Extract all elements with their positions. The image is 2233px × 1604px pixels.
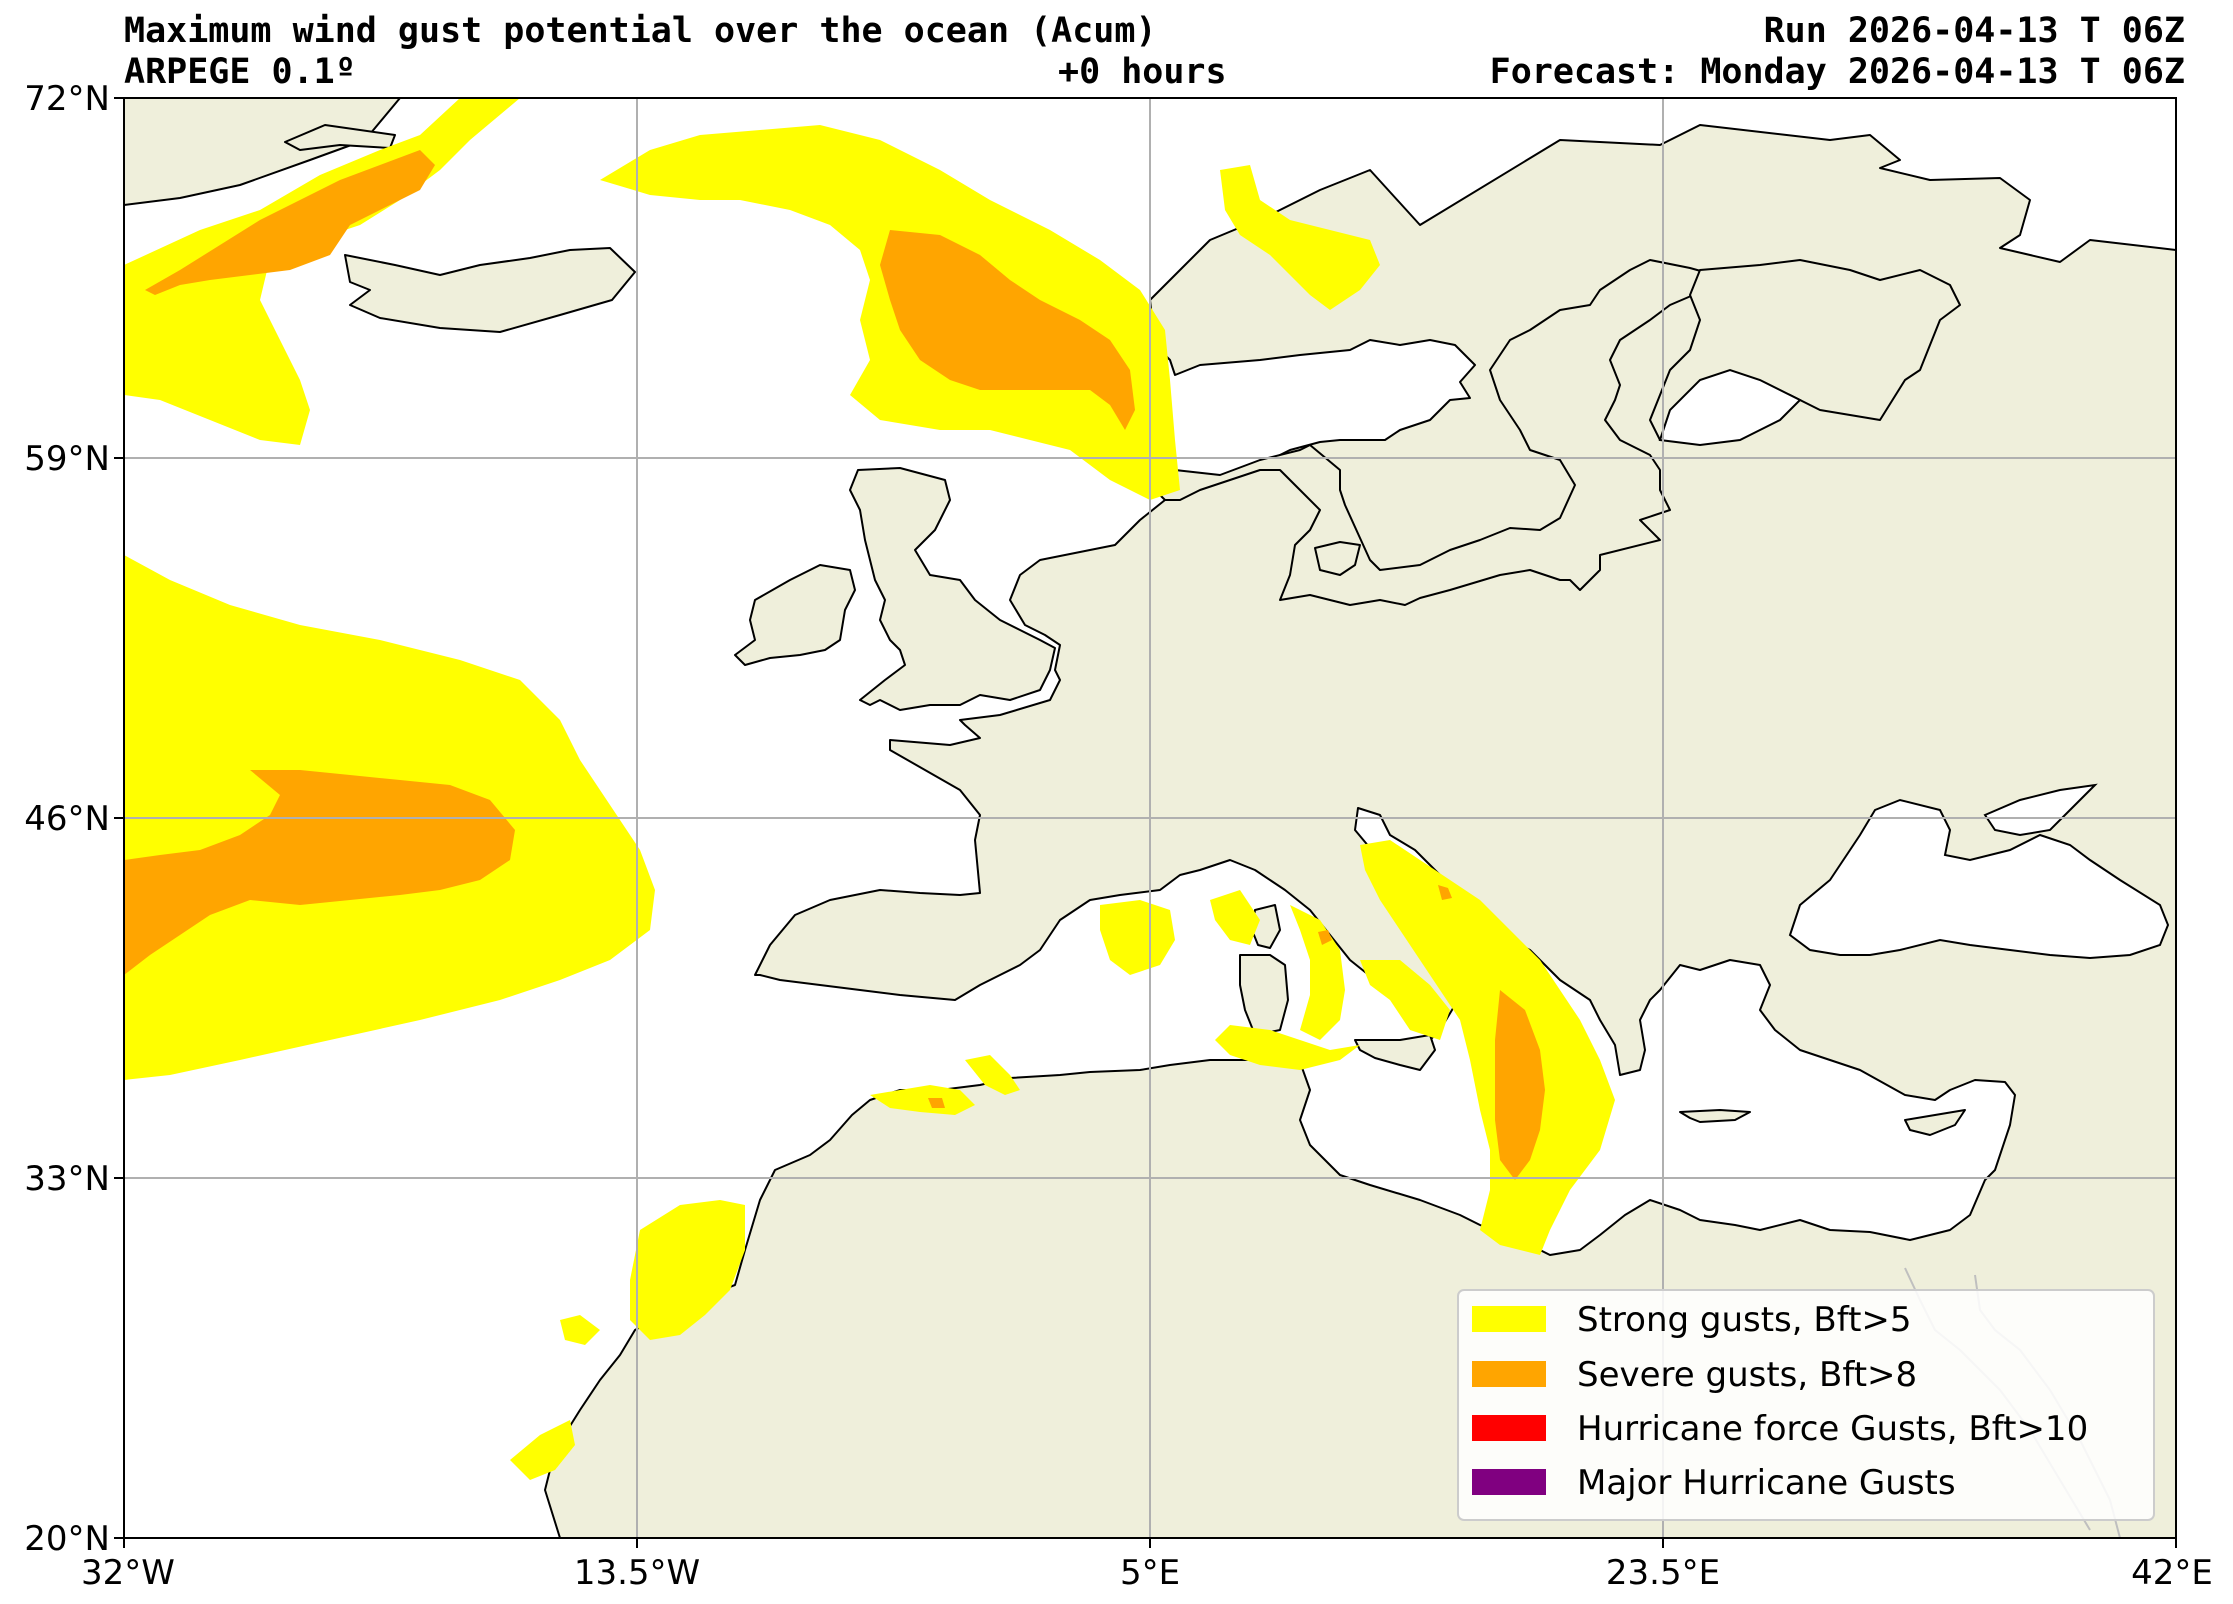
model-name: ARPEGE 0.1º: [124, 52, 356, 92]
gust-strong-adriatic-ionian: [1360, 840, 1615, 1255]
landmass-greenland: [124, 98, 401, 206]
lat-tick-33n: 33°N: [24, 1159, 110, 1199]
gust-strong-canaries: [630, 1200, 745, 1340]
lon-tick-23-5e: 23.5°E: [1606, 1553, 1720, 1593]
run-time: Run 2026-04-13 T 06Z: [1763, 11, 2185, 51]
landmass-ireland: [734, 564, 856, 666]
legend-label-major-hurricane: Major Hurricane Gusts: [1577, 1463, 1956, 1503]
landmass-iceland: [344, 247, 636, 333]
gust-severe-norwegian-sea: [880, 230, 1135, 430]
gust-strong-tyrrhenian: [1210, 890, 1260, 945]
gust-strong-greenland-strait: [124, 98, 520, 445]
landmass-sicily: [1354, 1034, 1436, 1071]
gust-strong-norwegian-sea: [600, 125, 1180, 500]
legend-swatch-hurricane: [1472, 1415, 1546, 1441]
gust-strong-gulf-of-lion: [1100, 900, 1175, 975]
gust-strong-central-med: [1215, 1025, 1360, 1070]
legend-box: [1457, 1289, 2155, 1521]
lon-tick-32w: 32°W: [81, 1553, 175, 1593]
legend: Strong gusts, Bft>5 Severe gusts, Bft>8 …: [1457, 1289, 2155, 1521]
inland-seas: [1658, 368, 2170, 960]
legend-swatch-major-hurricane: [1472, 1469, 1546, 1495]
lat-tick-59n: 59°N: [24, 439, 110, 479]
landmass-danish-isles: [1314, 541, 1361, 576]
landmass-crete: [1679, 1109, 1751, 1123]
baltic-gulf-of-bothnia: [1658, 368, 1802, 447]
landmass-finland: [1649, 259, 1961, 441]
gust-strong-morocco-coast: [510, 1420, 575, 1480]
lat-tick-20n: 20°N: [24, 1519, 110, 1559]
landmass-eurasia-africa: [544, 124, 2176, 1538]
forecast-time: Forecast: Monday 2026-04-13 T 06Z: [1489, 52, 2185, 92]
legend-label-hurricane: Hurricane force Gusts, Bft>10: [1577, 1409, 2088, 1449]
gust-strong-barents: [1220, 165, 1380, 310]
gust-strong-tyrrhenian-east: [1360, 960, 1450, 1040]
gust-severe-adriatic-spot: [1438, 885, 1452, 900]
gust-strong-alboran: [870, 1085, 975, 1115]
lon-tick-5e: 5°E: [1120, 1553, 1180, 1593]
landmass-great-britain: [849, 467, 1056, 711]
legend-item-severe: Severe gusts, Bft>8: [1472, 1355, 1917, 1395]
landmass-scandinavia: [1147, 259, 1716, 606]
map-title: Maximum wind gust potential over the oce…: [124, 11, 1157, 51]
lat-tick-72n: 72°N: [24, 79, 110, 119]
landmass-sardinia: [1239, 954, 1289, 1036]
gust-strong-algeria: [965, 1055, 1020, 1095]
legend-item-hurricane: Hurricane force Gusts, Bft>10: [1472, 1409, 2088, 1449]
gust-severe-tyrrhenian-spot: [1318, 930, 1332, 945]
lead-time: +0 hours: [1058, 52, 1227, 92]
land-layer: [124, 98, 2176, 1538]
legend-label-strong: Strong gusts, Bft>5: [1577, 1300, 1912, 1340]
legend-swatch-strong: [1472, 1306, 1546, 1332]
gust-severe-alboran-spot: [928, 1098, 945, 1108]
gust-severe-denmark-strait: [145, 150, 435, 295]
tick-marks: [114, 97, 2177, 1548]
legend-label-severe: Severe gusts, Bft>8: [1577, 1355, 1917, 1395]
gust-severe-north-atlantic: [124, 770, 515, 975]
gust-severe-areas: [124, 150, 1545, 1180]
lat-tick-46n: 46°N: [24, 799, 110, 839]
lon-tick-42e: 42°E: [2131, 1553, 2213, 1593]
lon-tick-13-5w: 13.5°W: [574, 1553, 700, 1593]
legend-item-strong: Strong gusts, Bft>5: [1472, 1300, 1912, 1340]
gust-strong-canary-islets: [560, 1315, 600, 1345]
landmass-cyprus: [1904, 1109, 1966, 1136]
gust-severe-ionian: [1495, 990, 1545, 1180]
sea-of-azov: [1983, 783, 2098, 837]
legend-swatch-severe: [1472, 1361, 1546, 1387]
legend-item-major-hurricane: Major Hurricane Gusts: [1472, 1463, 1956, 1503]
black-sea: [1788, 798, 2170, 960]
